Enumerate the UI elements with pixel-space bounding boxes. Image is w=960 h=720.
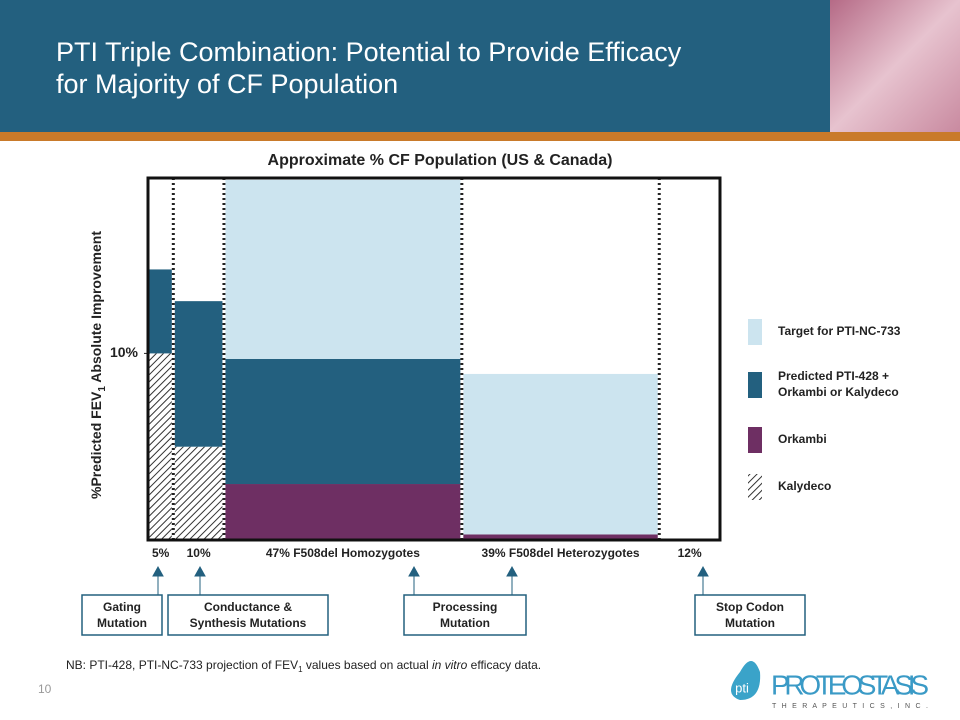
annotation: Mutation [97,616,147,630]
legend-label: Orkambi [778,432,827,446]
y-label-sub: 1 [97,386,108,392]
segment [149,353,172,540]
legend-swatch [748,319,762,345]
logo-mark: pti [735,680,749,695]
annotation-box [403,594,527,636]
annotation-box [81,594,163,636]
legend-swatch [748,372,762,398]
legend-line: Orkambi or Kalydeco [778,385,899,399]
footnote: NB: PTI-428, PTI-NC-733 projection of FE… [66,658,541,674]
legend-swatch [748,427,762,453]
annotation: Stop Codon [716,600,784,614]
annotation: Synthesis Mutations [190,616,307,630]
annotation: Mutation [725,616,775,630]
legend-label: Target for PTI-NC-733 [778,324,901,338]
logo-drop [731,661,761,700]
header-rule [0,132,960,141]
annotation: Gating [103,600,141,614]
plot: 10% 5% 10% 47% F508del Homozygotes 39% F508d… [110,176,901,560]
header-image [830,0,960,132]
legend-line: Predicted PTI-428 + [778,369,892,383]
annotation-box [167,594,329,636]
segment [225,484,461,540]
y-label-part: %Predicted FEV [88,391,104,499]
segment [174,301,223,447]
chart-title: Approximate % CF Population (US & Canada… [268,152,613,169]
segment [463,373,658,535]
logo-name: PROTEOSTASIS [771,669,929,700]
arrows [152,565,709,595]
annotation-box [694,594,806,636]
segment [225,359,461,485]
y-label-part: Absolute Improvement [88,231,104,386]
x-tick-label: 12% [678,546,702,560]
annotation: Mutation [440,616,490,630]
logo-tagline: T H E R A P E U T I C S , I N C . [772,703,928,710]
segment [225,179,461,359]
logo: pti PROTEOSTASIS T H E R A P E U T I C S… [731,661,929,710]
legend-label: Kalydeco [778,479,831,493]
fn-part: efficacy data. [467,658,541,672]
fn-part: NB: PTI-428, PTI-NC-733 projection of FE… [66,658,298,672]
title-line: for Majority of CF Population [56,69,398,99]
header-band [0,0,830,132]
fn-part: values based on actual [303,658,432,672]
legend-swatch [748,474,762,500]
x-tick-label: 10% [187,546,211,560]
title-line: PTI Triple Combination: Potential to Pro… [56,37,682,67]
legend-label: Predicted PTI-428 + Orkambi or Kalydeco [778,369,899,399]
x-tick-label: 5% [152,546,170,560]
y-tick-label: 10% [110,344,139,360]
x-tick-label: 39% F508del Heterozygotes [482,546,640,560]
x-tick-label: 47% F508del Homozygotes [266,546,420,560]
segment [174,446,223,540]
annotation: Processing [433,600,498,614]
fn-sub: 1 [298,665,303,674]
plot-frame [146,176,722,542]
segment [149,269,172,354]
y-axis-label: %Predicted FEV1 Absolute Improvement [88,231,108,499]
annotation: Conductance & [204,600,292,614]
fn-part: in vitro [432,658,468,672]
page-number: 10 [38,682,52,696]
segment [463,534,658,540]
